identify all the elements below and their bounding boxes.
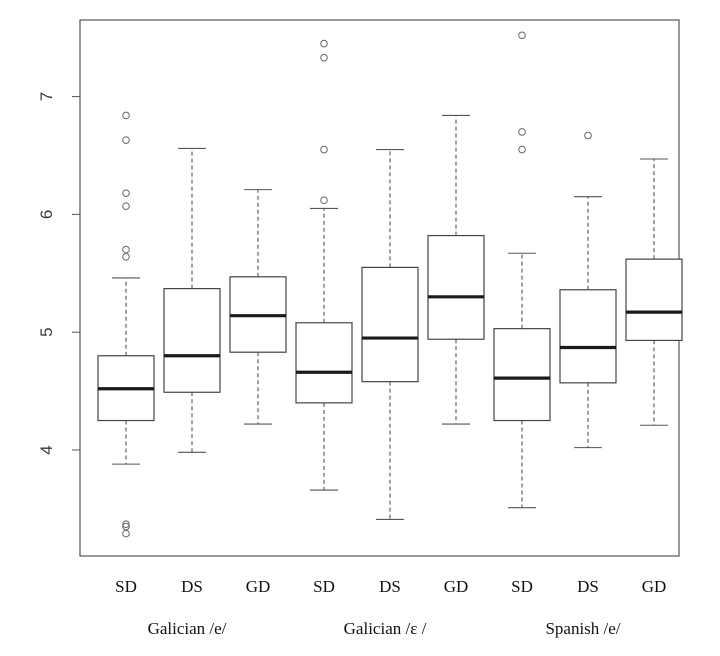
group-label: Galician /ɛ / [344, 619, 427, 638]
box-gd-6 [427, 114, 485, 425]
x-category-label: SD [511, 577, 533, 596]
outlier-point [518, 145, 526, 154]
outlier-point [122, 202, 130, 210]
x-category-label: GD [246, 577, 271, 596]
y-tick-label: 5 [37, 327, 56, 336]
outlier-point [122, 189, 130, 197]
boxes [97, 31, 683, 538]
iqr-box [427, 234, 485, 340]
iqr-box [163, 287, 221, 393]
x-category-label: DS [181, 577, 203, 596]
group-label: Galician /e/ [148, 619, 227, 638]
outlier-point [122, 529, 130, 538]
y-tick-label: 4 [37, 445, 56, 454]
iqr-box [493, 328, 551, 422]
outlier-point [320, 39, 328, 48]
x-category-label: SD [115, 577, 137, 596]
x-category-label: SD [313, 577, 335, 596]
x-category-label: GD [444, 577, 469, 596]
x-category-label: DS [577, 577, 599, 596]
box-sd-4 [295, 39, 353, 491]
box-sd-1 [97, 111, 155, 538]
y-tick-label: 6 [37, 210, 56, 219]
outlier-point [320, 53, 328, 62]
iqr-box [295, 322, 353, 404]
x-axis-labels: SD DS GD SD DS GD SD DS GD Galician /e/Galician /… [115, 577, 666, 638]
iqr-box [625, 258, 683, 342]
x-category-label: DS [379, 577, 401, 596]
box-sd-7 [493, 31, 551, 509]
box-ds-5 [361, 149, 419, 521]
outlier-point [518, 128, 526, 136]
iqr-box [559, 289, 617, 384]
outlier-point [518, 31, 526, 40]
outlier-point [122, 136, 130, 144]
box-ds-8 [559, 131, 617, 449]
outlier-point [122, 520, 130, 528]
y-tick-label: 7 [37, 92, 56, 101]
outlier-point [320, 196, 328, 205]
iqr-box [361, 266, 419, 383]
box-gd-9 [625, 158, 683, 426]
group-label: Spanish /e/ [545, 619, 620, 638]
outlier-point [584, 131, 592, 140]
outlier-point [122, 111, 130, 120]
box-gd-3 [229, 189, 287, 425]
outlier-point [122, 252, 130, 261]
outlier-point [122, 245, 130, 254]
box-ds-2 [163, 147, 221, 453]
x-category-label: GD [642, 577, 667, 596]
y-axis: 4 5 6 7 [37, 92, 81, 455]
outlier-point [320, 145, 328, 154]
